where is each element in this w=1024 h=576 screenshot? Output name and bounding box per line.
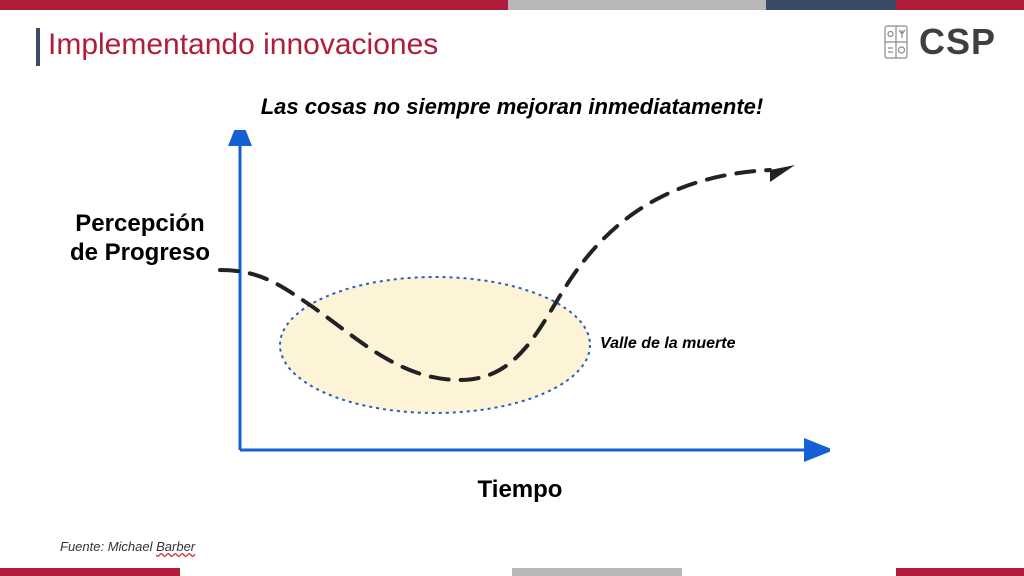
bar-seg [682, 568, 896, 576]
logo-text: CSP [919, 21, 996, 63]
y-axis-label: Percepción de Progreso [60, 210, 220, 268]
title-rule [36, 28, 40, 66]
bar-seg [508, 0, 766, 10]
bar-seg [0, 0, 508, 10]
subtitle: Las cosas no siempre mejoran inmediatame… [0, 94, 1024, 120]
bar-seg [512, 568, 682, 576]
chart [210, 130, 830, 470]
shield-icon [881, 20, 911, 64]
valley-ellipse [280, 277, 590, 413]
top-accent-bar [0, 0, 1024, 10]
bar-seg [896, 568, 1024, 576]
bar-seg [896, 0, 1024, 10]
source-prefix: Fuente: Michael [60, 539, 156, 554]
source-citation: Fuente: Michael Barber [60, 539, 195, 554]
curve-arrowhead [770, 165, 795, 182]
logo: CSP [881, 20, 996, 64]
source-underlined: Barber [156, 539, 195, 554]
chart-svg [210, 130, 830, 470]
bar-seg [0, 568, 180, 576]
x-axis-label: Tiempo [210, 476, 830, 504]
bar-seg [766, 0, 896, 10]
bottom-accent-bar [0, 568, 1024, 576]
bar-seg [180, 568, 512, 576]
valley-label: Valle de la muerte [600, 335, 735, 353]
page-title: Implementando innovaciones [48, 28, 438, 62]
